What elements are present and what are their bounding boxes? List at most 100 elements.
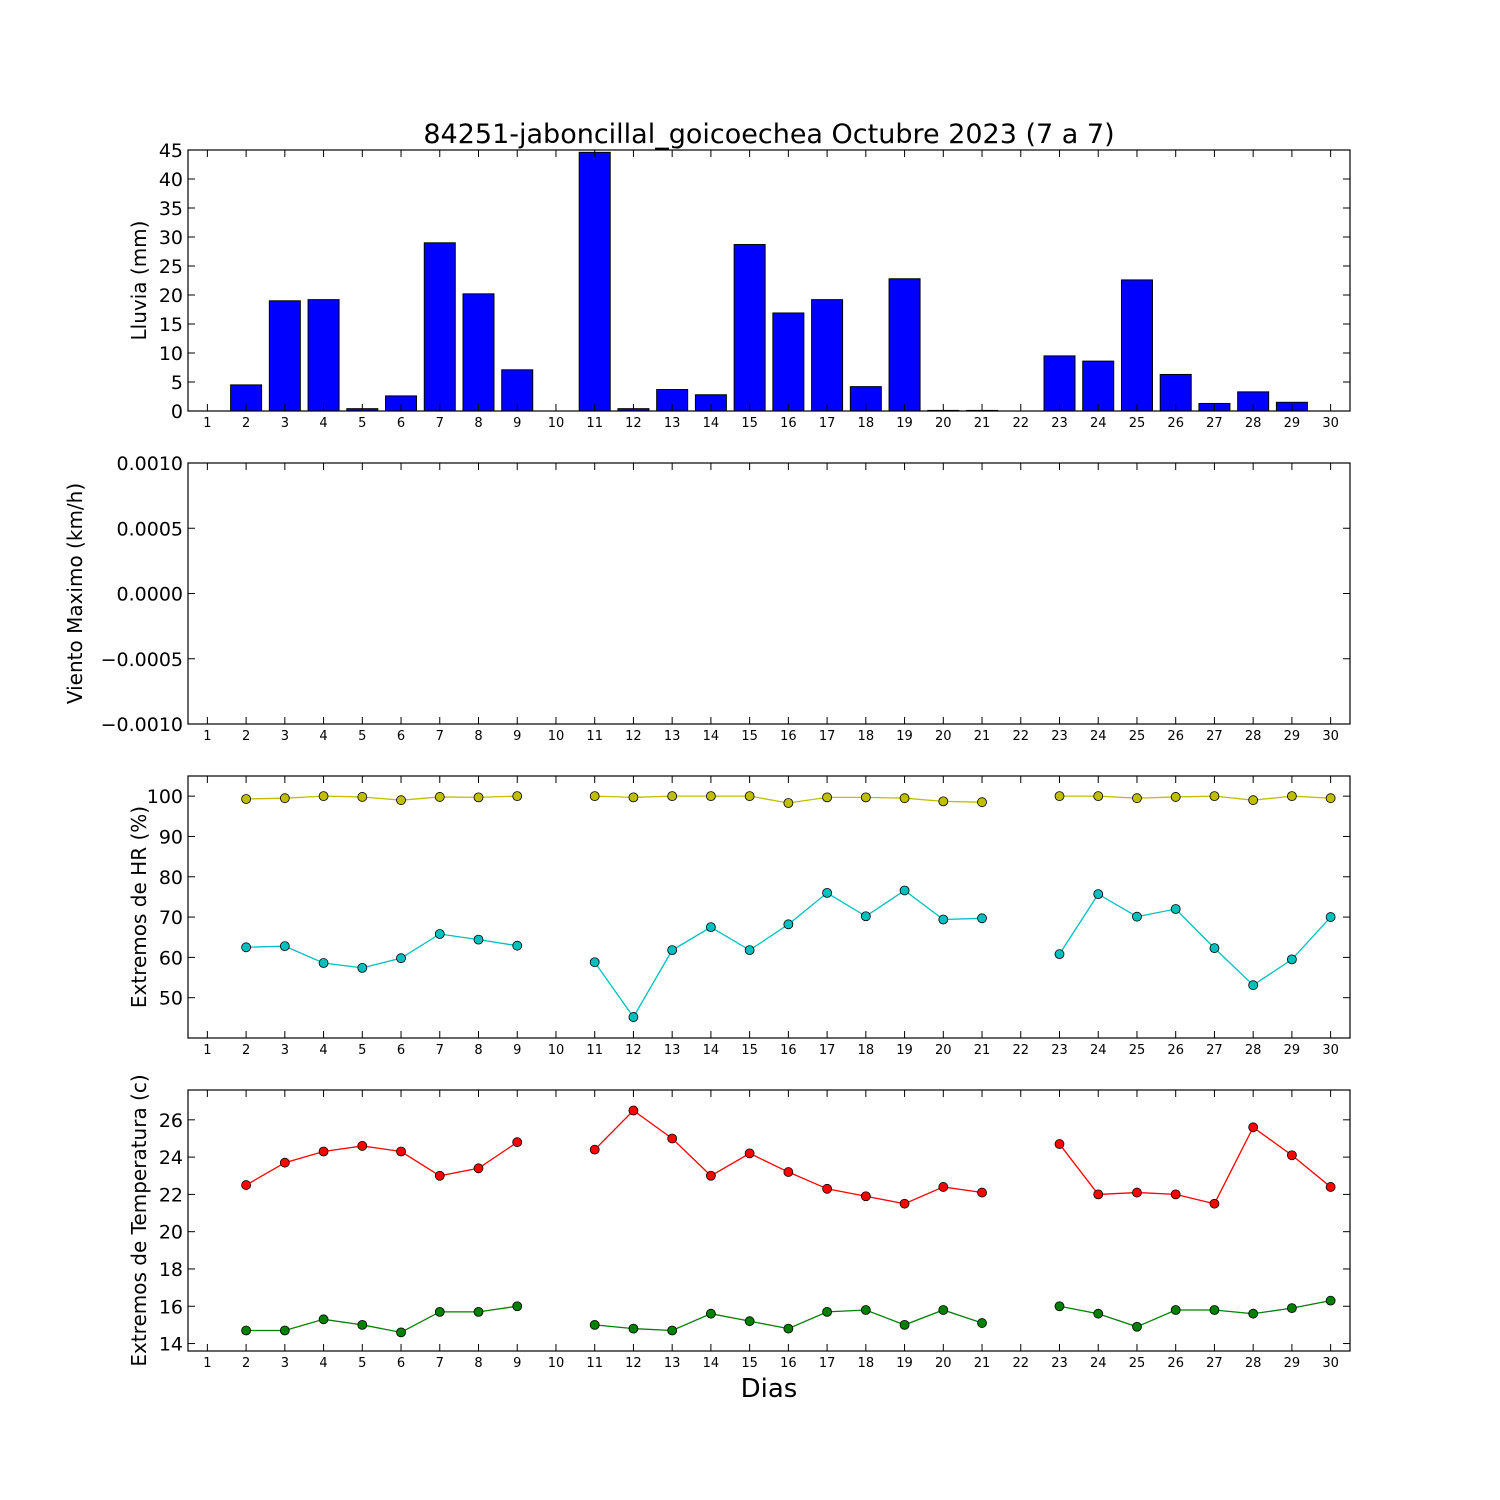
y-axis-label-panel-3: Extremos de HR (%): [127, 806, 151, 1008]
bar-day-4: [307, 299, 340, 412]
x-tick-label-day-2: 2: [242, 729, 250, 744]
x-tick-label-day-7: 7: [436, 416, 444, 431]
x-tick-label-day-30: 30: [1322, 729, 1339, 744]
panel-1-frame: [187, 149, 1351, 412]
x-tick-label-day-22: 22: [1012, 416, 1029, 431]
x-tick-label-day-21: 21: [974, 416, 991, 431]
x-tick-label-day-8: 8: [474, 729, 482, 744]
x-tick-label-day-6: 6: [397, 729, 405, 744]
series-2-point-day-4: [318, 958, 329, 968]
x-tick-label-day-11: 11: [586, 1356, 603, 1371]
y-tick-label: 70: [159, 907, 183, 929]
x-tick-label-day-29: 29: [1284, 416, 1301, 431]
x-tick-label-day-12: 12: [625, 1356, 642, 1371]
x-tick-label-day-14: 14: [703, 1043, 720, 1058]
series-2-point-day-11: [589, 957, 600, 968]
series-2-point-day-12: [628, 1012, 639, 1022]
series-1-point-day-5: [357, 792, 368, 802]
series-1-point-day-15: [744, 791, 755, 802]
x-tick-label-day-23: 23: [1051, 416, 1068, 431]
series-2-point-day-2: [241, 942, 252, 953]
series-1-point-day-23: [1054, 791, 1065, 802]
x-tick-label-day-9: 9: [513, 1356, 521, 1371]
series-2-point-day-14: [706, 1308, 716, 1319]
series-2-point-day-9: [512, 940, 523, 951]
x-tick-label-day-10: 10: [548, 416, 565, 431]
x-tick-label-day-24: 24: [1090, 416, 1107, 431]
series-2-line-2: [594, 889, 983, 1019]
y-tick-label: 20: [159, 1222, 183, 1244]
bar-day-8: [462, 293, 495, 412]
x-tick-label-day-30: 30: [1322, 1043, 1339, 1058]
x-tick-label-day-16: 16: [780, 1043, 797, 1058]
series-1-line-1: [245, 1141, 518, 1186]
series-2-point-day-6: [396, 953, 406, 964]
series-2-point-day-23: [1054, 949, 1065, 960]
x-tick-label-day-15: 15: [741, 729, 758, 744]
y-tick-label: 40: [159, 169, 183, 191]
series-2-line-1: [246, 1305, 518, 1334]
y-tick-label: 35: [159, 198, 183, 220]
bar-day-11: [578, 151, 611, 412]
x-tick-label-day-4: 4: [319, 729, 327, 744]
y-tick-label: 16: [159, 1296, 183, 1318]
series-2-point-day-24: [1093, 889, 1104, 899]
series-1-point-day-29: [1287, 791, 1297, 802]
x-tick-label-day-29: 29: [1284, 1356, 1301, 1371]
series-1-point-day-4: [318, 1146, 329, 1157]
series-2-point-day-9: [512, 1301, 523, 1312]
bar-day-24: [1082, 360, 1115, 412]
series-2-point-day-18: [860, 911, 871, 922]
series-2-line-3: [1059, 1300, 1331, 1328]
series-2-point-day-30: [1325, 912, 1336, 922]
x-tick-label-day-5: 5: [358, 416, 366, 431]
series-2-point-day-27: [1209, 943, 1220, 954]
x-tick-label-day-3: 3: [281, 729, 289, 744]
y-tick-label: 5: [171, 372, 183, 394]
series-1-point-day-17: [822, 792, 832, 803]
x-tick-label-day-27: 27: [1206, 1043, 1223, 1058]
y-tick-label: 26: [159, 1110, 183, 1132]
panel-2-frame: [187, 462, 1351, 725]
x-tick-label-day-1: 1: [203, 729, 211, 744]
y-tick-label: 22: [159, 1184, 183, 1206]
y-tick-label: 80: [159, 867, 183, 889]
series-1-point-day-28: [1248, 795, 1259, 806]
x-tick-label-day-18: 18: [858, 416, 875, 431]
y-tick-label: −0.0010: [101, 714, 183, 736]
series-1-point-day-30: [1325, 1182, 1336, 1192]
y-tick-label: 18: [159, 1259, 183, 1281]
x-tick-label-day-23: 23: [1051, 1356, 1068, 1371]
series-1-point-day-19: [899, 793, 910, 804]
y-axis-label-panel-1: Lluvia (mm): [127, 221, 151, 341]
bar-day-3: [268, 300, 301, 412]
x-tick-label-day-19: 19: [896, 1043, 913, 1058]
x-tick-label-day-27: 27: [1206, 729, 1223, 744]
x-tick-label-day-18: 18: [858, 1043, 875, 1058]
series-2-point-day-16: [783, 919, 794, 930]
x-tick-label-day-13: 13: [664, 729, 681, 744]
x-tick-label-day-8: 8: [474, 416, 482, 431]
x-tick-label-day-9: 9: [513, 1043, 521, 1058]
series-2-point-day-27: [1209, 1305, 1220, 1315]
x-axis-label: Dias: [741, 1374, 798, 1404]
x-tick-label-day-6: 6: [397, 1043, 405, 1058]
x-tick-label-day-24: 24: [1090, 1043, 1107, 1058]
x-tick-label-day-7: 7: [436, 1356, 444, 1371]
series-2-point-day-15: [744, 1316, 755, 1327]
series-1-point-day-5: [357, 1141, 368, 1151]
series-1-point-day-9: [512, 791, 523, 802]
series-2-point-day-30: [1325, 1295, 1336, 1306]
y-tick-label: 15: [159, 314, 183, 336]
bar-day-16: [772, 312, 805, 412]
x-tick-label-day-3: 3: [281, 416, 289, 431]
series-2-point-day-29: [1287, 1303, 1297, 1314]
y-tick-label: 60: [159, 947, 183, 969]
series-1-point-day-16: [783, 798, 794, 808]
x-tick-label-day-30: 30: [1322, 1356, 1339, 1371]
x-tick-label-day-2: 2: [242, 416, 250, 431]
series-2-point-day-14: [706, 922, 716, 933]
series-2-line-1: [246, 933, 518, 969]
x-tick-label-day-11: 11: [586, 416, 603, 431]
